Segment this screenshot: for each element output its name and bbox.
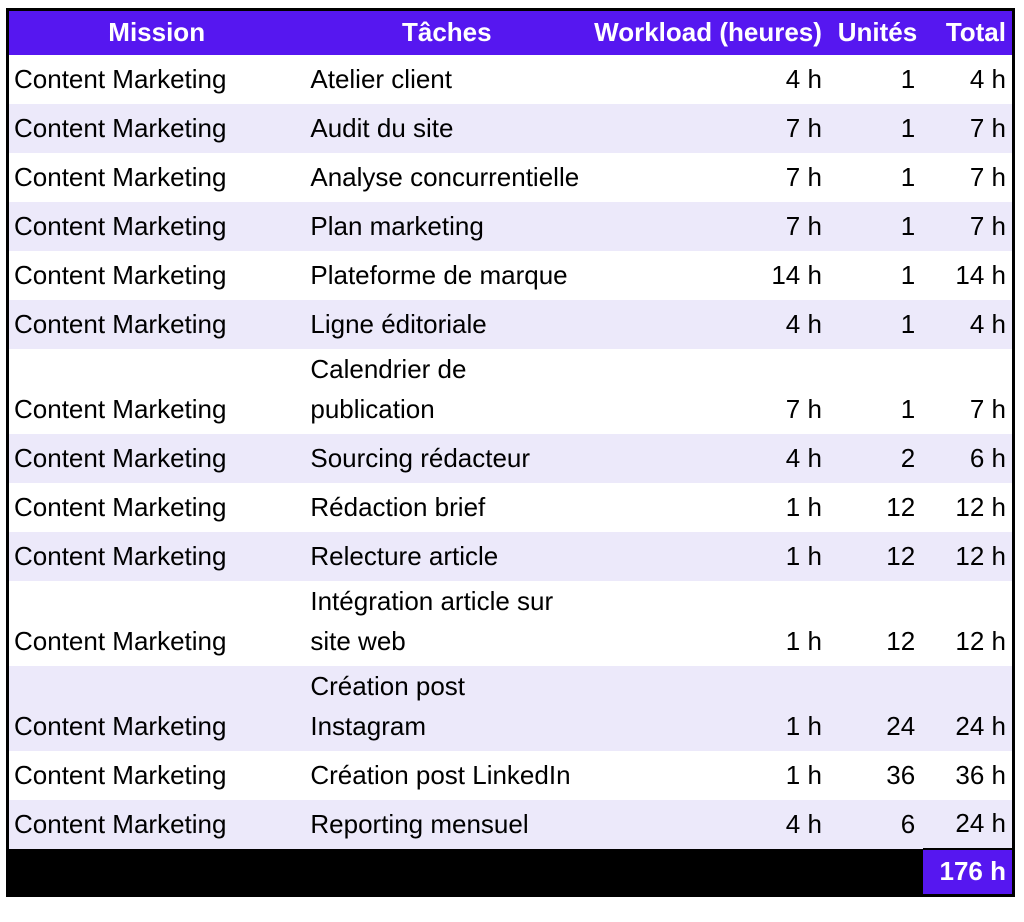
header-row: Mission Tâches Workload (heures) Unités … [7,9,1014,55]
table-row: Content Marketing Atelier client 4 h 1 4 h [8,55,1014,104]
task-cell: Plan marketing [310,210,484,241]
task-cell: Intégration article sur site web [310,585,554,656]
units-cell: 12 [886,625,916,656]
total-cell: 24 h [955,807,1006,838]
mission-cell: Content Marketing [14,710,227,741]
mission-cell: Content Marketing [14,759,227,790]
units-cell: 12 [886,491,916,522]
units-cell: 36 [886,759,916,790]
task-cell: Plateforme de marque [310,259,568,290]
mission-cell: Content Marketing [14,625,227,656]
table-row: Content Marketing Intégration article sur… [8,581,1014,666]
workload-cell: 4 h [785,442,822,473]
total-cell: 12 h [955,625,1006,656]
mission-cell: Content Marketing [14,491,227,522]
total-cell: 7 h [969,210,1006,241]
table-row: Content Marketing Analyse concurrentielle… [8,153,1014,202]
grand-total-cell: 176 h [923,847,1014,896]
table-row: Content Marketing Sourcing rédacteur 4 h 2 6… [7,433,1014,483]
units-cell: 24 [886,710,916,741]
total-cell: 12 h [955,491,1006,522]
total-cell: 6 h [969,442,1006,473]
workload-cell: 1 h [785,710,822,741]
total-cell: 4 h [969,308,1006,339]
total-cell: 24 h [955,710,1006,741]
mission-cell: Content Marketing [14,808,227,839]
mission-cell: Content Marketing [14,540,227,571]
workload-cell: 1 h [785,491,822,522]
mission-cell: Content Marketing [14,63,227,94]
column-header-unites: Unités [827,9,924,55]
units-cell: 1 [900,63,916,94]
workload-cell: 7 h [785,161,822,192]
workload-cell: 4 h [785,63,822,94]
table-row: Content Marketing Création post Instagram… [7,665,1014,751]
total-cell: 7 h [969,112,1006,143]
task-cell: Calendrier de publication [310,353,467,424]
workload-cell: 4 h [785,308,822,339]
workload-cell: 14 h [771,259,822,290]
table-row: Content Marketing Reporting mensuel 4 h 6 24… [7,799,1014,849]
units-cell: 2 [900,442,916,473]
task-cell: Reporting mensuel [310,808,529,839]
total-cell: 36 h [955,759,1006,790]
table-row: Content Marketing Audit du site 7 h 1 7 h [7,103,1014,153]
task-cell: Création post Instagram [310,670,466,741]
units-cell: 1 [900,112,916,143]
workload-cell: 7 h [785,112,822,143]
table-row: Content Marketing Plan marketing 7 h 1 7 h [7,201,1014,251]
task-cell: Rédaction brief [310,491,486,522]
total-cell: 14 h [955,259,1006,290]
total-cell: 7 h [969,161,1006,192]
column-header-mission: Mission [7,9,305,55]
workload-table-container: Mission Tâches Workload (heures) Unités … [6,8,1024,897]
footer-spacer-cell [7,848,924,896]
task-cell: Analyse concurrentielle [310,161,580,192]
mission-cell: Content Marketing [14,210,227,241]
table-row: Content Marketing Ligne éditoriale 4 h 1 4 h [7,299,1014,349]
table-footer: 176 h [7,847,1014,896]
column-header-total: Total [923,9,1014,55]
task-cell: Relecture article [310,540,499,571]
footer-row: 176 h [7,847,1014,896]
workload-cell: 1 h [785,625,822,656]
mission-cell: Content Marketing [14,393,227,424]
mission-cell: Content Marketing [14,112,227,143]
units-cell: 12 [886,540,916,571]
task-cell: Ligne éditoriale [310,308,487,339]
units-cell: 1 [900,308,916,339]
total-cell: 4 h [969,63,1006,94]
table-header: Mission Tâches Workload (heures) Unités … [7,9,1014,55]
units-cell: 1 [900,393,916,424]
mission-cell: Content Marketing [14,259,227,290]
workload-cell: 4 h [785,808,822,839]
total-cell: 7 h [969,393,1006,424]
table-row: Content Marketing Création post LinkedIn 1… [8,751,1014,800]
column-header-taches: Tâches [304,9,590,55]
table-row: Content Marketing Calendrier de publicati… [8,349,1014,434]
units-cell: 6 [900,808,916,839]
table-row: Content Marketing Relecture article 1 h 12 1… [7,531,1014,581]
workload-cell: 7 h [785,210,822,241]
task-cell: Sourcing rédacteur [310,442,531,473]
mission-cell: Content Marketing [14,161,227,192]
workload-table: Mission Tâches Workload (heures) Unités … [6,8,1015,897]
task-cell: Atelier client [310,63,452,94]
mission-cell: Content Marketing [14,308,227,339]
mission-cell: Content Marketing [14,442,227,473]
units-cell: 1 [900,259,916,290]
column-header-workload: Workload (heures) [589,9,828,55]
workload-cell: 1 h [785,540,822,571]
units-cell: 1 [900,161,916,192]
task-cell: Création post LinkedIn [310,759,571,790]
table-row: Content Marketing Rédaction brief 1 h 12 12 … [8,483,1014,532]
workload-cell: 1 h [785,759,822,790]
table-row: Content Marketing Plateforme de marque 14 … [8,251,1014,300]
total-cell: 12 h [955,540,1006,571]
workload-cell: 7 h [785,393,822,424]
units-cell: 1 [900,210,916,241]
task-cell: Audit du site [310,112,454,143]
